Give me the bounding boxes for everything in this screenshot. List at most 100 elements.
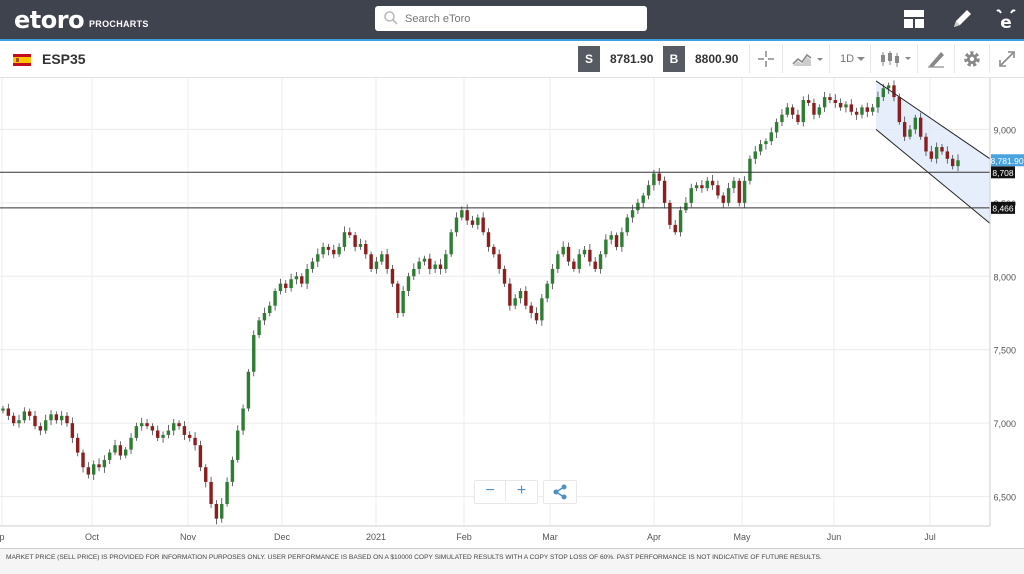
candle-body: [892, 85, 896, 98]
chart-type-button[interactable]: [782, 45, 829, 73]
candle-body: [870, 107, 875, 112]
candle-body: [572, 261, 576, 269]
svg-text:e: e: [1000, 13, 1012, 31]
candle-body: [268, 305, 272, 314]
candle-body: [145, 423, 149, 427]
candle-body: [796, 114, 800, 123]
candle-body: [518, 290, 523, 299]
candle-body: [694, 185, 699, 189]
etoro-e-icon[interactable]: e: [994, 7, 1018, 31]
candle-body: [326, 246, 331, 250]
candle-body: [129, 437, 133, 450]
candle-body: [945, 151, 950, 159]
zoom-controls: − +: [474, 480, 538, 504]
candle-body: [310, 261, 315, 269]
level-tag-label: 8,708: [992, 168, 1014, 178]
buy-price-button[interactable]: B 8800.90: [663, 46, 745, 72]
candle-body: [321, 246, 325, 255]
candle-body: [668, 202, 672, 225]
candle-body: [390, 268, 395, 284]
zoom-out-button[interactable]: −: [475, 481, 506, 501]
fullscreen-button[interactable]: [989, 45, 1024, 73]
candle-body: [689, 188, 693, 203]
candle-body: [801, 100, 805, 123]
candle-body: [630, 210, 635, 218]
candle-body: [385, 254, 389, 269]
candle-body: [86, 467, 91, 475]
level-tag: [991, 201, 1015, 214]
candle-body: [294, 276, 299, 280]
x-tick-label: Apr: [647, 532, 661, 542]
x-tick-label: Nov: [180, 532, 197, 542]
x-axis-labels: p Oct Nov Dec 2021 Feb Mar Apr May Jun Jul: [0, 532, 936, 542]
sell-price: 8781.90: [610, 52, 654, 66]
search-box[interactable]: [375, 6, 647, 31]
sell-price-button[interactable]: S 8781.90: [578, 46, 658, 72]
buy-price: 8800.90: [695, 52, 739, 66]
y-tick-label: 6,500: [993, 493, 1016, 503]
edit-icon[interactable]: [950, 7, 974, 31]
candles: [1, 80, 960, 525]
candle-body: [364, 243, 368, 255]
level-tag-label: 8,466: [992, 203, 1014, 213]
candle-body: [433, 264, 437, 269]
y-tick-label: 7,500: [993, 346, 1016, 356]
horizontal-lines[interactable]: [0, 171, 990, 209]
candle-body: [177, 423, 181, 427]
candle-body: [625, 217, 629, 233]
candle-body: [508, 283, 512, 306]
candle-body: [785, 107, 789, 115]
indicators-button[interactable]: [870, 45, 917, 73]
candle-body: [70, 423, 75, 438]
plot-area: [0, 78, 990, 526]
candle-body: [38, 426, 43, 431]
candle-body: [641, 195, 645, 203]
settings-button[interactable]: [954, 45, 989, 73]
candle-body: [540, 298, 544, 321]
drawing-tools-button[interactable]: [917, 45, 954, 73]
candle-body: [65, 415, 69, 424]
x-tick-label: Dec: [274, 532, 291, 542]
x-tick-label: Mar: [542, 532, 558, 542]
candle-body: [134, 426, 139, 438]
candle-body: [950, 158, 955, 167]
candle-body: [652, 173, 656, 186]
candle-body: [300, 276, 304, 284]
candle-body: [118, 445, 123, 456]
candle-body: [614, 235, 619, 247]
candle-body: [470, 220, 475, 225]
layout-icon[interactable]: [902, 7, 926, 31]
candle-body: [342, 232, 347, 247]
candle-body: [737, 180, 741, 203]
top-bar: etoro PROCHARTS e: [0, 0, 1024, 41]
x-tick-label: Jun: [827, 532, 842, 542]
candle-body: [646, 185, 651, 196]
crosshair-button[interactable]: [749, 45, 782, 73]
candle-body: [102, 459, 107, 468]
candle-body: [838, 102, 843, 108]
candle-body: [758, 144, 763, 152]
timeframe-select[interactable]: 1D: [829, 45, 870, 73]
candle-body: [678, 210, 683, 233]
zoom-in-button[interactable]: +: [516, 482, 527, 499]
candle-body: [529, 305, 533, 314]
candle-body: [481, 217, 485, 233]
etoro-logo[interactable]: etoro: [14, 6, 85, 34]
candle-body: [97, 464, 101, 468]
candle-body: [59, 415, 64, 421]
search-input[interactable]: [403, 9, 637, 29]
candle-body: [780, 114, 784, 123]
share-button[interactable]: [543, 480, 577, 504]
candle-body: [742, 180, 747, 203]
candle-body: [374, 261, 379, 269]
channel-upper-line[interactable]: [875, 80, 991, 160]
candle-body: [593, 261, 597, 269]
candle-body: [764, 141, 768, 145]
candle-body: [27, 411, 32, 416]
indicators-icon: [881, 51, 911, 67]
sell-label: S: [578, 46, 600, 72]
drawing-icon: [928, 52, 944, 68]
candle-body: [332, 249, 336, 255]
candle-body: [22, 411, 27, 421]
